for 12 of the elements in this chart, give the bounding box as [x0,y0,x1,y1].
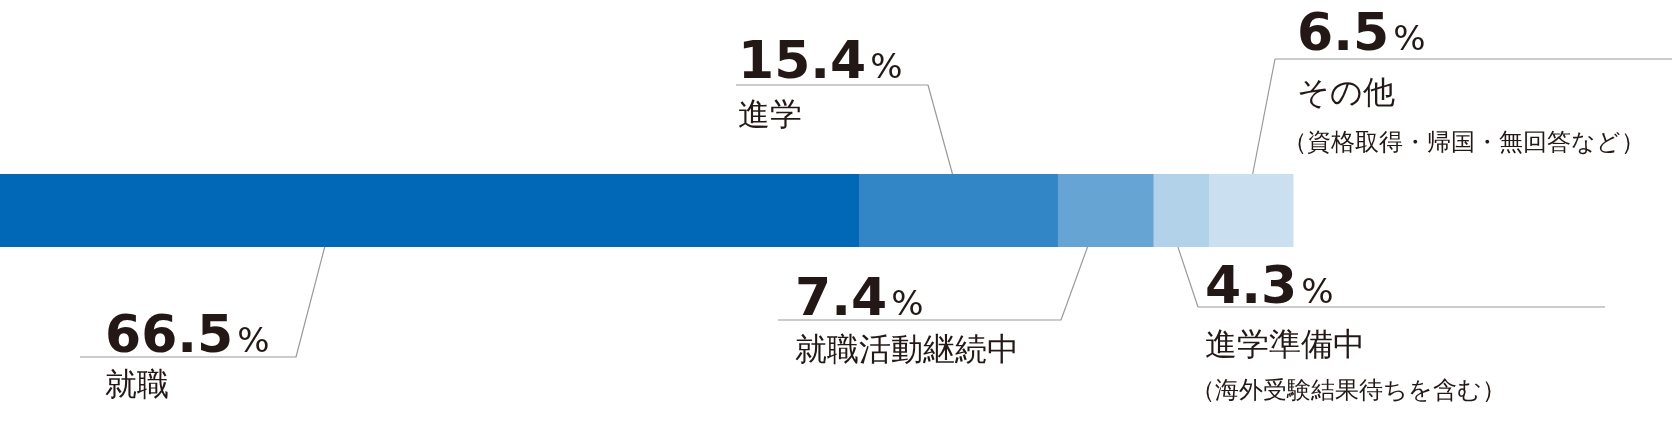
data-label: 66.5% [105,304,270,364]
text: （資格取得・帰国・無回答など） [1283,128,1645,156]
text: 進学 [738,95,802,133]
data-label: 7.4% [795,267,924,327]
text: （海外受験結果待ちを含む） [1191,376,1506,404]
data-label: 6.5% [1297,2,1426,62]
data-label: 15.4% [738,30,903,90]
data-label: 4.3% [1205,255,1334,315]
series-label: その他 [1297,73,1395,111]
text: 就職 [105,365,169,403]
text: 進学準備中 [1205,325,1365,363]
text: 就職活動継続中 [795,330,1019,368]
